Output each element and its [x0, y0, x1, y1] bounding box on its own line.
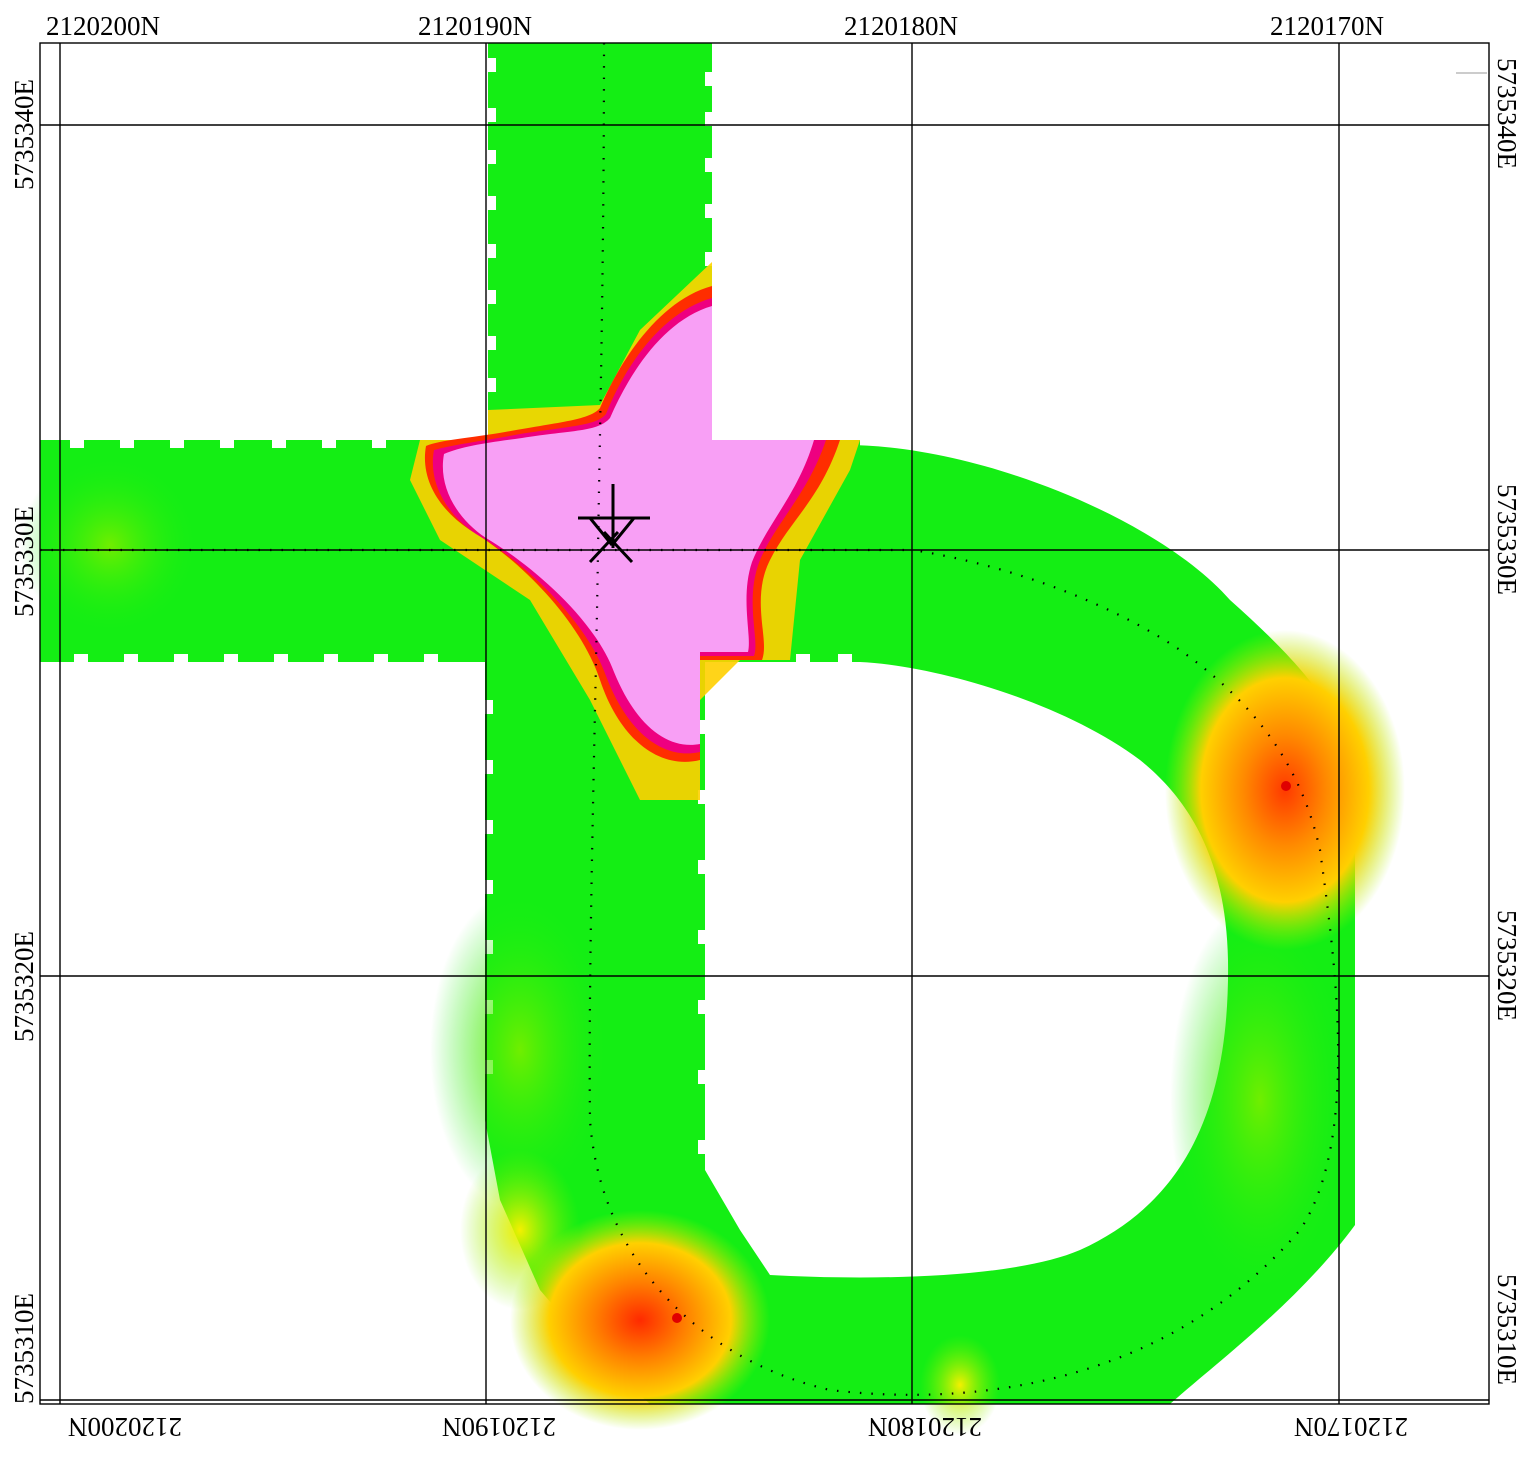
yellow-zone-bottom — [920, 1335, 1000, 1435]
bottom-axis-labels: 2120200N 2120190N 2120180N 2120170N — [68, 1412, 1408, 1442]
orange-anomaly-bottom — [510, 1210, 770, 1430]
coordinate-grid — [39, 42, 1490, 1405]
left-label: 5735330E — [9, 506, 39, 617]
right-label: 5735330E — [1492, 484, 1522, 595]
lime-zone-bottom — [430, 890, 610, 1210]
high-anomaly — [410, 262, 860, 800]
left-axis-labels: 5735340E 5735330E 5735320E 5735310E — [9, 79, 39, 1404]
top-label: 2120190N — [418, 11, 532, 41]
lime-zone-left — [20, 455, 200, 635]
right-label: 5735340E — [1492, 58, 1522, 169]
top-label: 2120170N — [1270, 11, 1384, 41]
bottom-label: 2120170N — [1294, 1412, 1408, 1442]
left-label: 5735340E — [9, 79, 39, 190]
top-label: 2120180N — [844, 11, 958, 41]
bottom-label: 2120190N — [442, 1412, 556, 1442]
map-border — [39, 42, 1490, 1405]
left-label: 5735310E — [9, 1293, 39, 1404]
bottom-label: 2120180N — [868, 1412, 982, 1442]
top-label: 2120200N — [46, 11, 160, 41]
top-axis-labels: 2120200N 2120190N 2120180N 2120170N — [46, 11, 1384, 41]
lime-zone-loop — [1170, 900, 1350, 1300]
left-label: 5735320E — [9, 931, 39, 1042]
loop-ring — [650, 445, 1355, 1404]
right-axis-labels: 5735340E 5735330E 5735320E 5735310E — [1492, 58, 1522, 1385]
right-label: 5735310E — [1492, 1274, 1522, 1385]
right-label: 5735320E — [1492, 910, 1522, 1021]
bottom-label: 2120200N — [68, 1412, 182, 1442]
star-cross-marker-icon — [578, 484, 650, 564]
